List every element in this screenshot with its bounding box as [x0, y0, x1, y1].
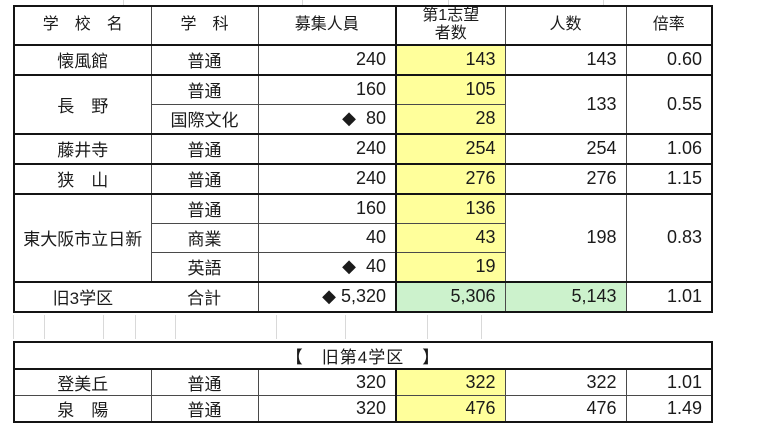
cell-nisshin-futsu-first-choice: 136	[395, 192, 506, 224]
cell-nisshin-futsu-dept: 普通	[150, 192, 259, 224]
total-district-label: 旧3学区	[52, 289, 114, 309]
grid-stub	[103, 315, 104, 339]
cell-fujiidera-ratio: 1.06	[625, 132, 713, 165]
district4-title: 【 旧第4学区 】	[13, 341, 713, 370]
cell-kaifukan-capacity: 240	[257, 43, 397, 76]
cell-tomigaoka-ratio: 1.01	[625, 368, 713, 396]
cell-fujiidera-first-choice: 254	[395, 132, 506, 165]
cell-senyo-ratio: 1.49	[625, 395, 713, 423]
grid-stub	[123, 0, 124, 5]
grid-stub	[448, 0, 449, 5]
cell-nisshin-school: 東大阪市立日新	[13, 192, 152, 283]
cell-nagano-count: 133	[504, 73, 627, 135]
row-fujiidera: 藤井寺 普通 240 254 254 1.06	[13, 132, 713, 165]
cell-total-first-choice: 5,306	[395, 280, 506, 313]
row-nagano-kokusai: 国際文化 ◆ 80 28	[14, 103, 712, 135]
cell-nisshin-shogyo-dept: 商業	[150, 222, 259, 253]
cell-nagano-kokusai-capacity: ◆ 80	[257, 103, 397, 135]
cell-sayama-capacity: 240	[257, 162, 397, 195]
grid-stub	[276, 315, 277, 339]
col-header-ratio: 倍率	[625, 5, 713, 46]
row-sayama: 狭 山 普通 240 276 276 1.15	[13, 162, 713, 195]
cell-fujiidera-count: 254	[504, 132, 627, 165]
cell-nisshin-count: 198	[504, 192, 627, 283]
cell-total-capacity: ◆ 5,320	[257, 280, 397, 313]
cell-nagano-school: 長 野	[13, 73, 152, 135]
cell-total-count: 5,143	[504, 280, 627, 313]
cell-nagano-kokusai-first-choice: 28	[395, 103, 506, 135]
header-row: 学 校 名 学 科 募集人員 第1志望 者数 人数 倍率	[13, 5, 713, 46]
col-header-capacity: 募集人員	[257, 5, 397, 46]
grid-stub	[603, 0, 604, 5]
grid-stub	[175, 315, 176, 339]
col-header-dept: 学 科	[150, 5, 259, 46]
cell-fujiidera-capacity: 240	[257, 132, 397, 165]
cell-senyo-school: 泉 陽	[13, 395, 152, 423]
cell-total-ratio: 1.01	[625, 280, 713, 313]
cell-total-label: 旧3学区 合計	[13, 280, 259, 313]
cell-nisshin-ratio: 0.83	[625, 192, 713, 283]
cell-sayama-dept: 普通	[150, 162, 259, 195]
row-nisshin-futsu: 東大阪市立日新 普通 160 136 198 0.83	[13, 192, 713, 283]
cell-tomigaoka-count: 322	[504, 368, 627, 396]
row-senyo: 泉 陽 普通 320 476 476 1.49	[13, 395, 713, 423]
col-header-first-choice: 第1志望 者数	[395, 5, 506, 46]
cell-fujiidera-school: 藤井寺	[13, 132, 152, 165]
grid-stub	[302, 0, 303, 5]
grid-stub	[481, 315, 482, 339]
cell-nisshin-shogyo-capacity: 40	[257, 222, 397, 253]
table-old-district-4: 【 旧第4学区 】 登美丘 普通 320 322 322 1.01 泉 陽 普通…	[13, 341, 713, 423]
total-sum-label: 合計	[187, 289, 222, 309]
cell-nisshin-futsu-capacity: 160	[257, 192, 397, 224]
row-district3-total: 旧3学区 合計 ◆ 5,320 5,306 5,143 1.01	[13, 280, 713, 313]
col-header-school: 学 校 名	[13, 5, 152, 46]
cell-sayama-count: 276	[504, 162, 627, 195]
cell-tomigaoka-first-choice: 322	[395, 368, 506, 396]
cell-kaifukan-count: 143	[504, 43, 627, 76]
grid-stub	[135, 315, 136, 339]
cell-senyo-count: 476	[504, 395, 627, 423]
row-kaifukan: 懐風館 普通 240 143 143 0.60	[13, 43, 713, 76]
cell-tomigaoka-school: 登美丘	[13, 368, 152, 396]
cell-kaifukan-school: 懐風館	[13, 43, 152, 76]
col-header-count: 人数	[504, 5, 627, 46]
district4-title-row: 【 旧第4学区 】	[13, 341, 713, 370]
grid-stub	[345, 315, 346, 339]
cell-nagano-ratio: 0.55	[625, 73, 713, 135]
cell-tomigaoka-capacity: 320	[257, 368, 397, 396]
cell-nagano-futsu-capacity: 160	[257, 73, 397, 105]
cell-nisshin-eigo-capacity: ◆ 40	[257, 251, 397, 283]
grid-stub	[427, 315, 428, 339]
cell-nagano-futsu-dept: 普通	[150, 73, 259, 105]
cell-tomigaoka-dept: 普通	[150, 368, 259, 396]
cell-kaifukan-first-choice: 143	[395, 43, 506, 76]
cell-nagano-futsu-first-choice: 105	[395, 73, 506, 105]
cell-sayama-first-choice: 276	[395, 162, 506, 195]
row-nisshin-eigo: 英語 ◆ 40 19	[14, 251, 712, 283]
cell-nisshin-eigo-first-choice: 19	[395, 251, 506, 283]
cell-kaifukan-dept: 普通	[150, 43, 259, 76]
cell-sayama-school: 狭 山	[13, 162, 152, 195]
cell-fujiidera-dept: 普通	[150, 132, 259, 165]
table-old-district-3: 学 校 名 学 科 募集人員 第1志望 者数 人数 倍率 懐風館 普通 240 …	[13, 5, 713, 313]
row-tomigaoka: 登美丘 普通 320 322 322 1.01	[13, 368, 713, 396]
cell-kaifukan-ratio: 0.60	[625, 43, 713, 76]
grid-stub	[13, 315, 14, 339]
cell-senyo-capacity: 320	[257, 395, 397, 423]
cell-nisshin-shogyo-first-choice: 43	[395, 222, 506, 253]
cell-sayama-ratio: 1.15	[625, 162, 713, 195]
row-nisshin-shogyo: 商業 40 43	[14, 222, 712, 253]
row-nagano-futsu: 長 野 普通 160 105 133 0.55	[13, 73, 713, 135]
grid-stub	[44, 315, 45, 339]
cell-senyo-dept: 普通	[150, 395, 259, 423]
cell-nisshin-eigo-dept: 英語	[150, 251, 259, 283]
cell-nagano-kokusai-dept: 国際文化	[150, 103, 259, 135]
cell-senyo-first-choice: 476	[395, 395, 506, 423]
